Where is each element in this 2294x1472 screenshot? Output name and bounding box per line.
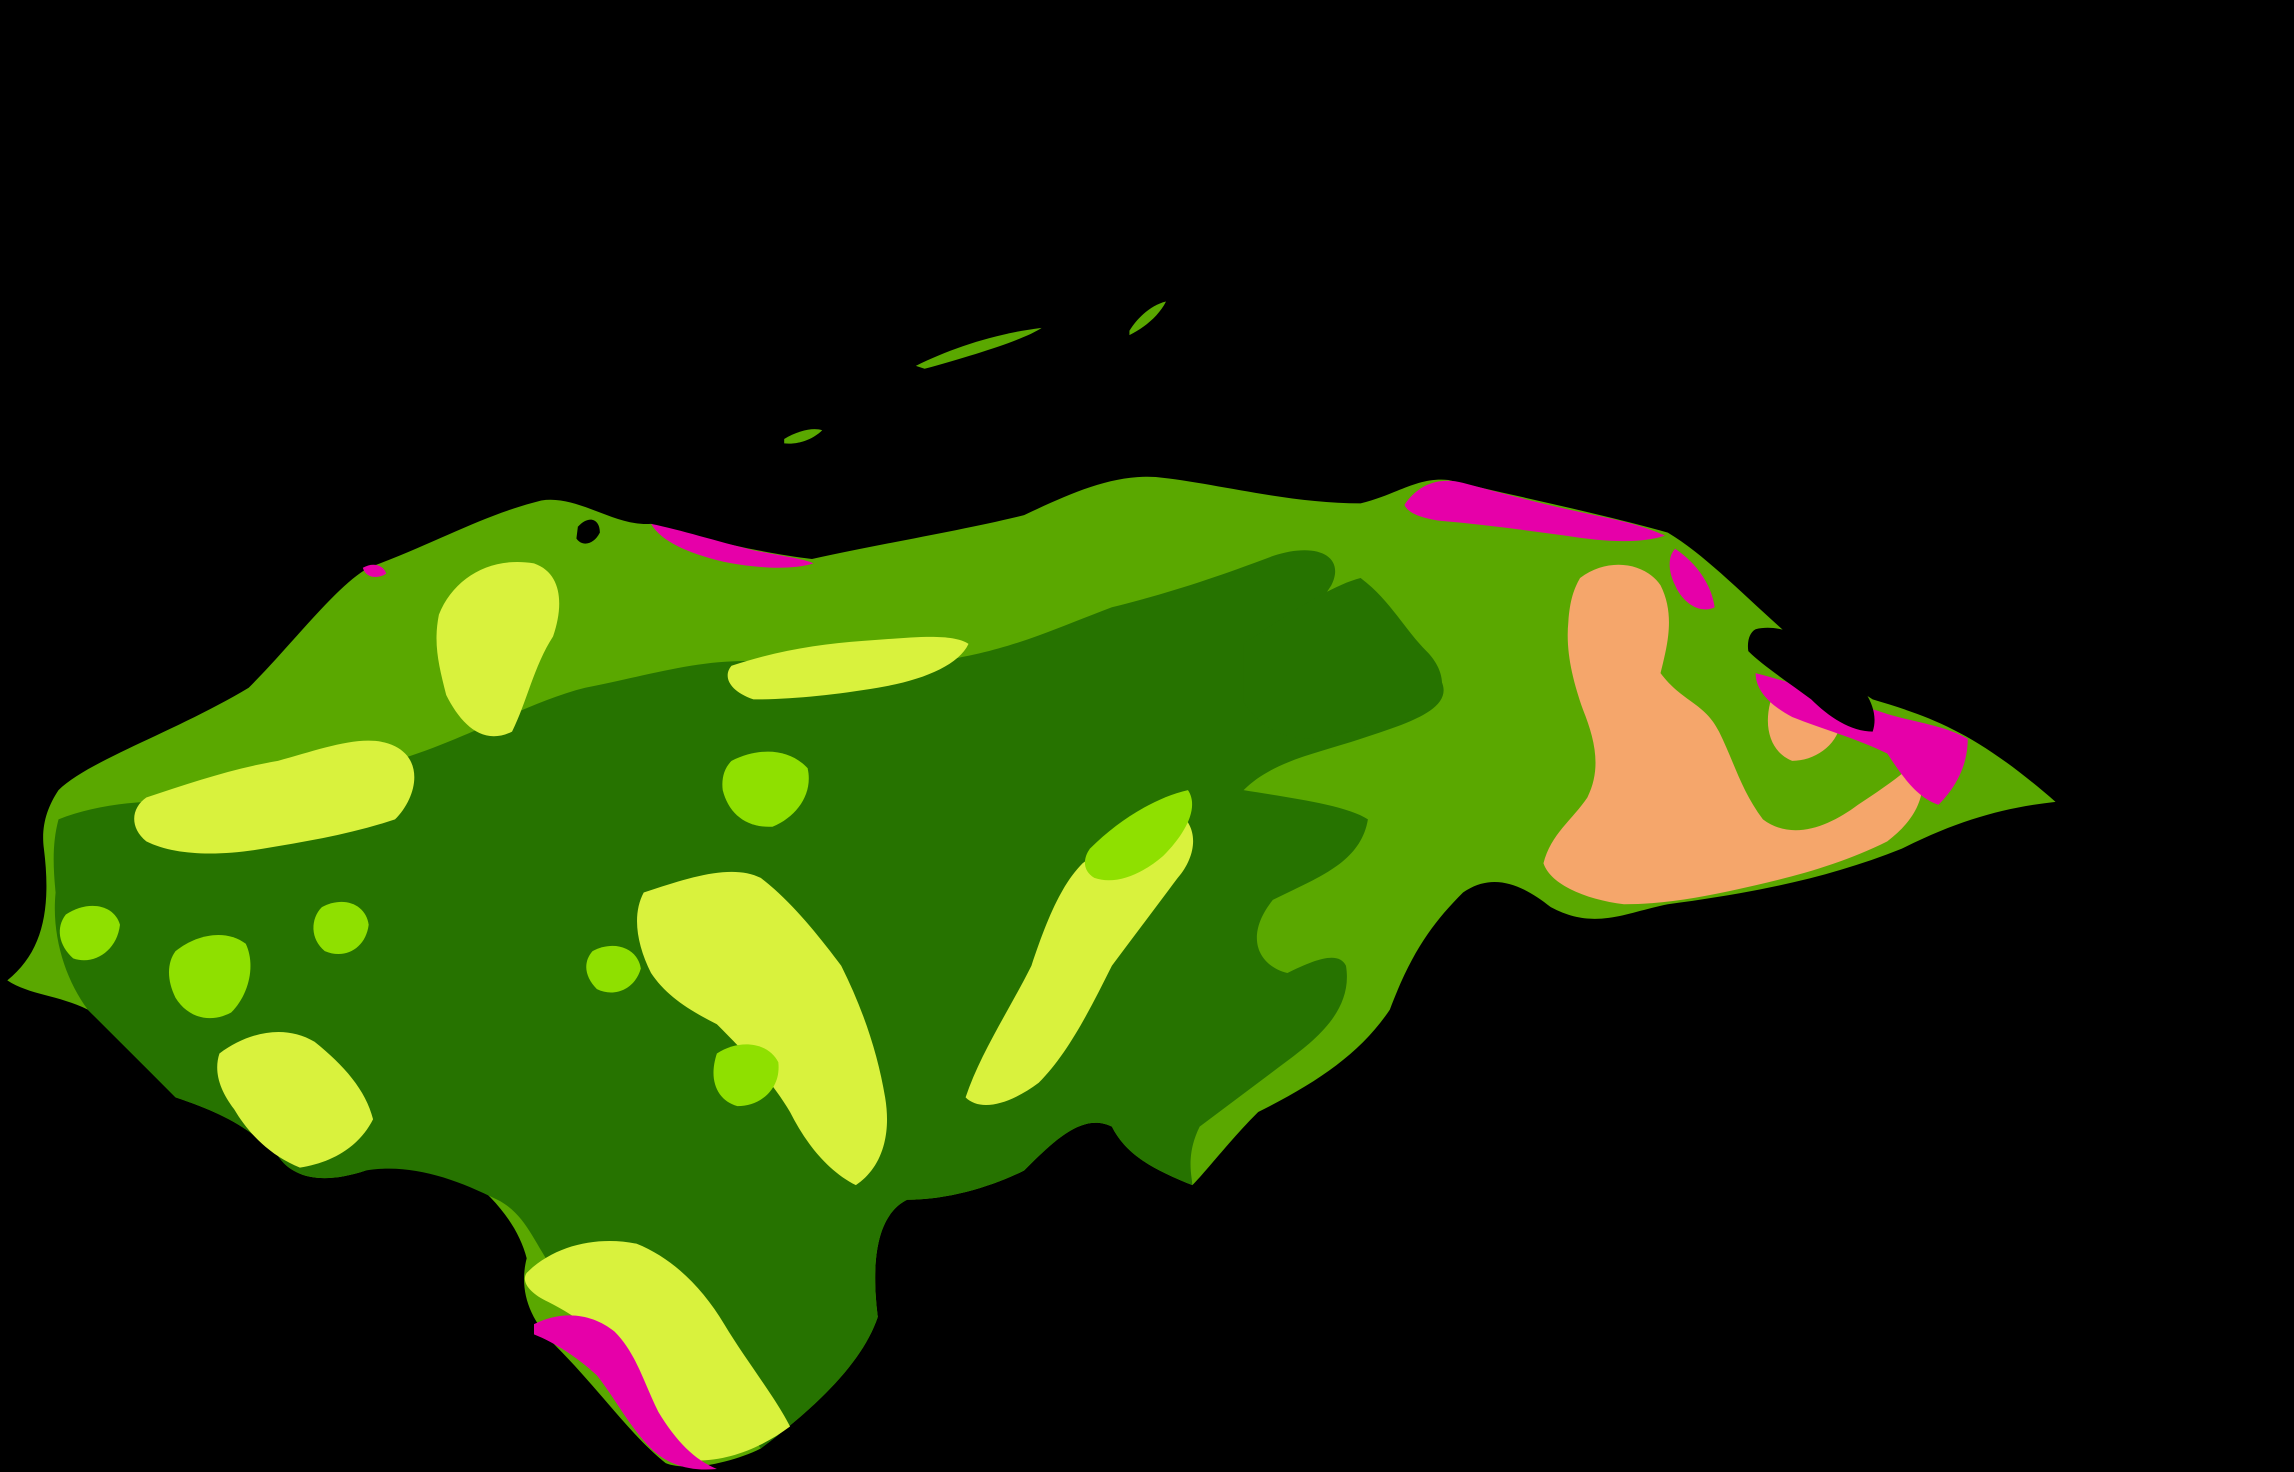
wetland-west-coast [362, 564, 387, 578]
wetland-caratasca [1755, 673, 1968, 805]
montane-forest-g [586, 945, 641, 993]
wetland-north-coast-central [651, 523, 814, 568]
wetland-north-coast-east [1404, 480, 1665, 542]
island-roatan [915, 327, 1042, 369]
wetland-gulf-fonseca [533, 1315, 717, 1470]
dry-shrubland-east-valley [965, 812, 1194, 1105]
montane-forest-a [168, 934, 251, 1019]
lagoon-caratasca-water [1747, 627, 1875, 732]
upland-forest-east [1243, 577, 1443, 739]
montane-forest-f [59, 905, 120, 961]
island-guanaja [1129, 301, 1167, 336]
montane-forest-d [713, 1044, 779, 1107]
dry-shrubland-northwest [436, 561, 560, 737]
dry-shrubland-south [524, 1241, 791, 1461]
wetland-lagoon-east [1669, 548, 1715, 610]
montane-forest-b [722, 751, 809, 827]
lake-yojoa [576, 519, 600, 544]
montane-forest-c [1084, 790, 1193, 881]
dry-shrubland-central-ridge [637, 871, 888, 1186]
dry-shrubland-north-central [727, 636, 969, 700]
island-utila [784, 429, 823, 444]
savanna-mosquitia [1543, 564, 1923, 905]
dry-shrubland-west [134, 740, 415, 854]
montane-forest-e [313, 901, 369, 954]
dry-shrubland-southwest [217, 1031, 374, 1168]
